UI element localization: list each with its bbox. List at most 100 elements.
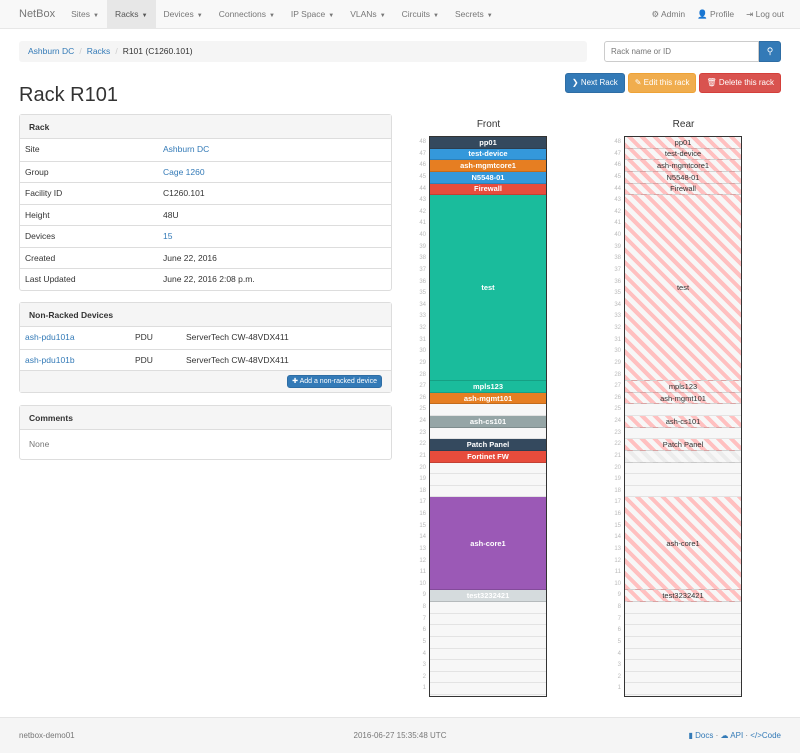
rack-unit[interactable] [430,649,546,661]
nav-label: VLANs [350,8,377,19]
device-rear[interactable]: test [625,195,741,382]
rack-unit[interactable] [625,649,741,661]
attr-value[interactable]: Ashburn DC [163,144,210,154]
device-front[interactable]: ash-core1 [430,497,546,591]
device-rear[interactable]: pp01 [625,137,741,149]
device-front[interactable]: Patch Panel [430,439,546,451]
rack-unit[interactable] [625,428,741,440]
rack-unit[interactable] [430,683,546,695]
rack-unit[interactable] [430,672,546,684]
nav-admin[interactable]: ⚙ Admin [645,0,691,29]
breadcrumb-racks[interactable]: Racks [86,46,111,56]
rack-unit[interactable] [625,660,741,672]
device-rear[interactable]: N5548-01 [625,171,741,184]
device-rear[interactable]: test3232421 [625,590,741,602]
unit-number: 12 [419,557,426,564]
search-input[interactable] [604,41,759,62]
add-non-racked-button[interactable]: ✚ Add a non-racked device [287,375,382,388]
edit-rack-button[interactable]: ✎ Edit this rack [627,73,697,93]
rack-unit[interactable] [625,463,741,475]
device-front[interactable]: test [430,195,546,382]
code-link[interactable]: </>Code [750,731,781,740]
nav-label: Secrets [454,8,484,19]
rack-unit[interactable] [430,614,546,626]
rack-unit[interactable] [430,474,546,486]
device-rear[interactable]: Firewall [625,183,741,196]
delete-rack-button[interactable]: 🗑 Delete this rack [699,73,781,93]
rack-unit[interactable] [625,637,741,649]
attr-value[interactable]: 15 [163,231,173,241]
rack-unit[interactable] [625,683,741,695]
unit-number: 7 [422,615,426,622]
nav-circuits[interactable]: Circuits ▼ [394,0,447,29]
rack-unit[interactable] [430,625,546,637]
nav-sites[interactable]: Sites ▼ [63,0,107,29]
trash-icon: 🗑 [706,78,719,87]
rack-unit[interactable] [625,672,741,684]
unit-number: 22 [419,441,426,448]
unit-number: 24 [614,418,621,424]
unit-number: 38 [614,255,621,262]
device-front[interactable]: test3232421 [430,590,546,602]
unit-number: 17 [614,499,621,506]
nav-profile[interactable]: 👤 Profile [691,0,740,29]
rack-unit[interactable] [430,486,546,498]
device-front[interactable]: test-device [430,148,546,161]
breadcrumb-site[interactable]: Ashburn DC [28,46,75,56]
unit-number: 29 [614,359,621,366]
rack-unit[interactable] [430,602,546,614]
rack-unit[interactable] [625,486,741,498]
nav-devices[interactable]: Devices ▼ [156,0,211,29]
rack-unit[interactable] [625,625,741,637]
device-rear[interactable] [625,450,741,463]
device-front[interactable]: ash-cs101 [430,416,546,428]
device-front[interactable]: pp01 [430,137,546,149]
rack-unit[interactable] [625,602,741,614]
nav-log-out[interactable]: ⇥ Log out [740,0,790,29]
rack-unit[interactable] [430,660,546,672]
nav-vlans[interactable]: VLANs ▼ [342,0,393,29]
nav-secrets[interactable]: Secrets ▼ [447,0,501,29]
device-rear[interactable]: ash-mgmt101 [625,392,741,405]
device-rear[interactable]: mpls123 [625,381,741,393]
brand-logo[interactable]: NetBox [19,8,56,20]
unit-number: 45 [614,173,621,180]
rack-unit[interactable] [625,474,741,486]
device-front[interactable]: mpls123 [430,381,546,393]
next-rack-button[interactable]: ❯ Next Rack [564,73,625,93]
device-link[interactable]: ash-pdu101b [25,354,75,365]
rack-unit[interactable] [430,404,546,416]
search-button[interactable]: ⚲ [759,41,781,62]
device-rear[interactable]: test-device [625,148,741,161]
rack-unit[interactable] [430,463,546,475]
unit-number: 35 [419,290,426,297]
rack-attr-row: Site Ashburn DC [20,139,391,161]
attr-value[interactable]: Cage 1260 [163,166,205,177]
nav-connections[interactable]: Connections ▼ [211,0,283,29]
page-title: Rack R101 [19,84,118,106]
nav-ip-space[interactable]: IP Space ▼ [283,0,342,29]
rack-attr-row: Created June 22, 2016 [20,246,391,269]
panel-heading: Non-Racked Devices [20,303,391,327]
rack-unit[interactable] [625,614,741,626]
footer: netbox-demo01 2016-06-27 15:35:48 UTC ▮ … [0,717,800,753]
api-link[interactable]: ☁ API [721,731,744,740]
unit-number: 28 [614,371,621,378]
device-rear[interactable]: ash-mgmtcore1 [625,160,741,172]
caret-down-icon: ▼ [379,12,386,19]
device-rear[interactable]: ash-cs101 [625,416,741,428]
device-front[interactable]: ash-mgmtcore1 [430,160,546,172]
unit-number: 10 [419,580,426,587]
device-front[interactable]: Fortinet FW [430,450,546,463]
device-link[interactable]: ash-pdu101a [25,332,75,342]
device-front[interactable]: Firewall [430,183,546,196]
device-front[interactable]: ash-mgmt101 [430,392,546,405]
rack-unit[interactable] [430,428,546,440]
device-front[interactable]: N5548-01 [430,171,546,184]
docs-link[interactable]: ▮ Docs [689,731,714,740]
device-rear[interactable]: Patch Panel [625,439,741,451]
device-rear[interactable]: ash-core1 [625,497,741,591]
nav-racks[interactable]: Racks ▼ [106,0,156,29]
rack-unit[interactable] [625,404,741,416]
rack-unit[interactable] [430,637,546,649]
